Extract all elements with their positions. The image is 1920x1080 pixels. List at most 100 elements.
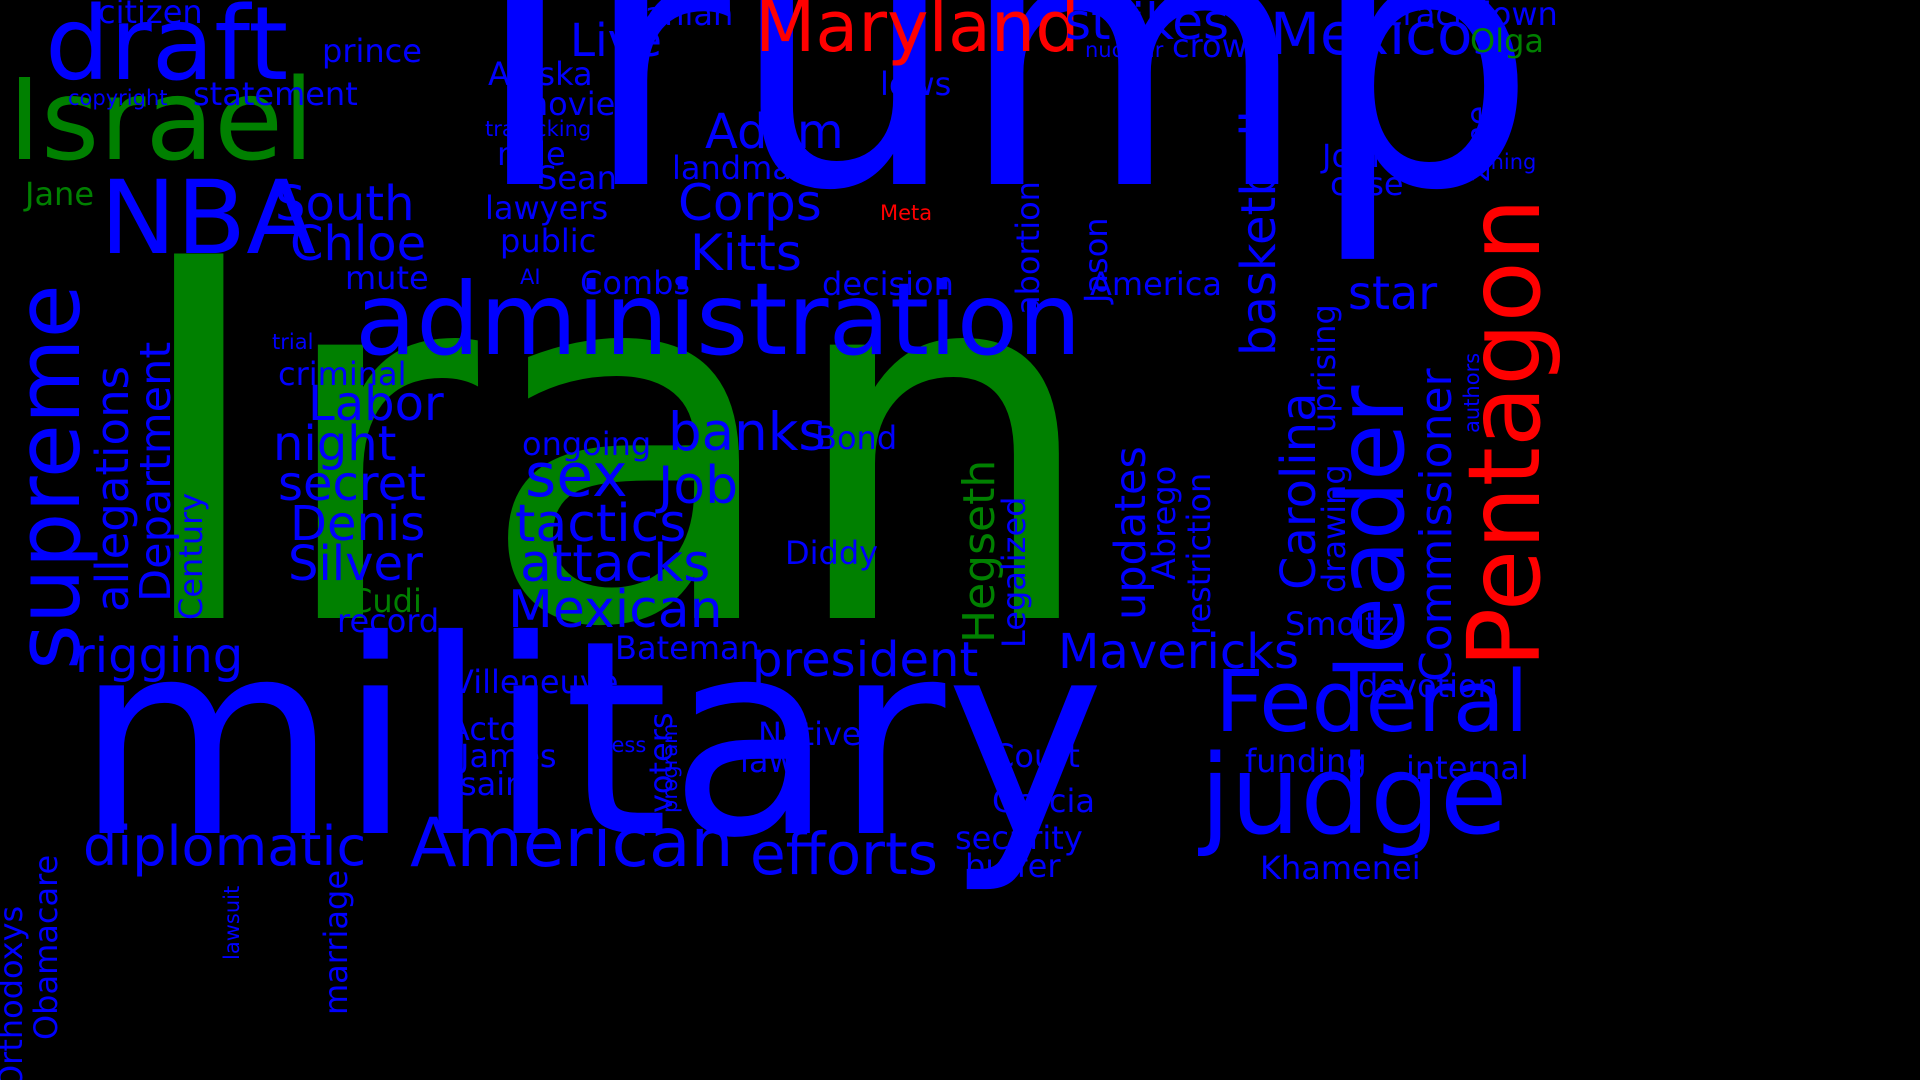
word-marriage: marriage [317, 869, 355, 1015]
word-lawsuit: lawsuit [220, 885, 244, 960]
word-native: Native [758, 715, 862, 753]
word-commissioner: Commissioner [1411, 368, 1462, 682]
word-authors: authors [1460, 352, 1484, 433]
word-silver: Silver [288, 536, 423, 592]
word-drawing: drawing [1315, 464, 1353, 593]
word-lawyers: lawyers [485, 189, 609, 227]
word-job: Job [658, 456, 739, 516]
word-garcia: Garcia [992, 782, 1095, 820]
word-smoltz: Smoltz [1285, 605, 1395, 643]
word-devotion: devotion [1358, 667, 1498, 705]
word-america: America [1090, 265, 1222, 303]
word-statement: statement [193, 75, 358, 113]
word-trump: Trump [415, 0, 1538, 269]
word-trial: trial [272, 330, 314, 354]
word-iranian: Iranian [622, 0, 734, 33]
word-crown: crown [1172, 27, 1269, 65]
word-supreme: supreme [0, 284, 100, 670]
word-saint: saint [460, 765, 538, 803]
word-press: press [590, 733, 647, 757]
word-maryland: Maryland [755, 0, 1080, 68]
word-attacks: attacks [520, 534, 711, 594]
word-khamenei: Khamenei [1260, 849, 1421, 887]
word-legalized: Legalized [995, 496, 1033, 648]
word-james: James [460, 737, 557, 775]
word-draft: draft [45, 0, 289, 104]
word-meta: Meta [880, 201, 933, 225]
word-landmark: landmark [672, 149, 824, 187]
word-allegations: allegations [86, 365, 139, 612]
word-training: training [1455, 150, 1537, 174]
word-movie: movie [517, 85, 616, 123]
word-criminal: criminal [278, 355, 407, 393]
word-court: Court [992, 737, 1080, 775]
word-mile: mile [497, 135, 566, 173]
word-diplomatic: diplomatic [83, 815, 367, 878]
word-federal: Federal [1215, 653, 1529, 752]
word-copyright: copyright [68, 86, 168, 110]
word-south: South [275, 176, 415, 232]
word-alaska: Alaska [488, 55, 593, 93]
word-bateman: Bateman [615, 629, 760, 667]
word-night: night [273, 416, 397, 472]
word-funding: funding [1245, 742, 1367, 780]
word-prince: prince [322, 32, 422, 70]
word-mexican: Mexican [508, 580, 723, 640]
word-nuclear: nuclear [1085, 38, 1164, 62]
word-iran: Iran [125, 154, 1102, 736]
word-orthodoxys: Orthodoxys [0, 905, 30, 1080]
word-labor: Labor [308, 376, 444, 432]
word-uprising: uprising [1305, 304, 1343, 433]
word-live: Live [570, 14, 662, 67]
word-ongoing: ongoing [522, 425, 652, 463]
word-star: star [1348, 266, 1438, 320]
word-buffer: buffer [965, 847, 1061, 885]
word-denis: Denis [290, 496, 426, 552]
word-lows: lows [880, 65, 952, 103]
word-case: case [1330, 165, 1404, 203]
word-citizen: citizen [98, 0, 203, 31]
word-bond: Bond [815, 419, 898, 457]
word-john: John [1322, 137, 1392, 175]
word-american: American [410, 804, 734, 883]
word-israel: Israel [8, 56, 315, 186]
word-internal: internal [1406, 749, 1529, 787]
word-judge: judge [1200, 731, 1508, 859]
word-abortion: abortion [1009, 181, 1047, 315]
word-chloe: Chloe [290, 216, 427, 272]
word-law: law [740, 742, 795, 780]
word-century: Century [172, 492, 210, 620]
word-security: security [955, 819, 1083, 857]
word-ai: AI [520, 265, 541, 289]
word-record: record [337, 602, 440, 640]
word-nba: NBA [100, 159, 317, 278]
word-combs: Combs [580, 264, 691, 302]
word-sex: sex [525, 441, 628, 511]
word-jane: Jane [25, 175, 95, 213]
word-sean: Sean [537, 159, 617, 197]
word-kitts: Kitts [690, 224, 802, 282]
word-strikes: strikes [1065, 0, 1230, 51]
word-olga: Olga [1470, 22, 1544, 60]
word-adam: Adam [705, 104, 844, 160]
word-villeneuve: Villeneuve [452, 663, 619, 701]
word-public: public [500, 222, 597, 260]
word-secret: secret [278, 456, 426, 512]
word-mavericks: Mavericks [1058, 624, 1300, 680]
word-corps: Corps [678, 174, 822, 232]
word-crackdown: crackdown [1385, 0, 1558, 33]
word-banks: banks [668, 402, 827, 463]
word-administration: administration [355, 261, 1082, 378]
word-actor: Actor [448, 710, 533, 748]
word-program: program [658, 723, 682, 813]
word-president: president [752, 632, 979, 688]
word-mexicos: Mexicos [1270, 0, 1503, 68]
word-rigging: rigging [75, 628, 244, 684]
word-military: military [75, 582, 1106, 897]
word-decision: decision [822, 265, 954, 303]
word-efforts: efforts [750, 820, 938, 888]
word-abrego: Abrego [1145, 465, 1183, 580]
word-tactics: tactics [515, 494, 687, 554]
word-trafficking: trafficking [485, 117, 592, 141]
